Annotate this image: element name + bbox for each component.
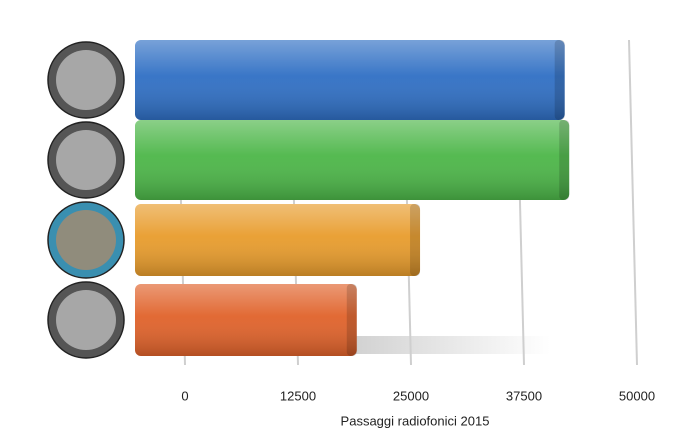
x-axis-label: Passaggi radiofonici 2015 — [341, 413, 490, 428]
x-tick-label: 25000 — [393, 388, 429, 403]
album-cover-inner — [56, 290, 116, 350]
bar-end — [554, 40, 565, 120]
bar-end — [346, 284, 357, 356]
x-tick-label: 12500 — [280, 388, 316, 403]
x-tick-label: 0 — [181, 388, 188, 403]
album-cover-inner — [56, 130, 116, 190]
bar-shine — [135, 120, 570, 200]
bar-shine — [135, 284, 357, 356]
album-cover-inner — [56, 50, 116, 110]
bar-shine — [135, 204, 421, 276]
bar-shadow — [330, 336, 550, 354]
album-cover-inner — [56, 210, 116, 270]
x-tick-label: 37500 — [506, 388, 542, 403]
x-tick-label: 50000 — [619, 388, 655, 403]
bar-end — [559, 120, 570, 200]
bar-shine — [135, 40, 565, 120]
bar-end — [410, 204, 421, 276]
grid-line — [628, 39, 638, 366]
